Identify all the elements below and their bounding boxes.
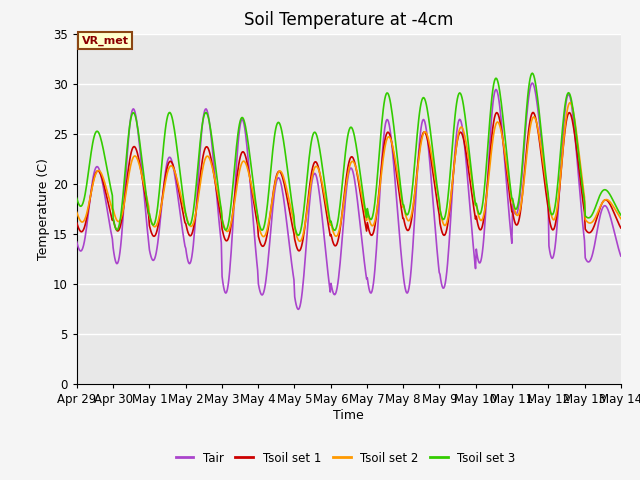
Legend: Tair, Tsoil set 1, Tsoil set 2, Tsoil set 3: Tair, Tsoil set 1, Tsoil set 2, Tsoil se… xyxy=(171,447,520,469)
Tsoil set 1 xyxy=(194,193,202,199)
Tsoil set 1 xyxy=(223,238,230,244)
Tair xyxy=(294,306,302,312)
Text: VR_met: VR_met xyxy=(81,36,129,46)
Tsoil set 2 xyxy=(73,209,81,215)
Tsoil set 2 xyxy=(194,198,202,204)
Tsoil set 2 xyxy=(431,177,439,182)
Line: Tair: Tair xyxy=(77,83,621,309)
Tsoil set 2 xyxy=(139,176,147,181)
Tsoil set 2 xyxy=(566,100,574,106)
Line: Tsoil set 1: Tsoil set 1 xyxy=(77,112,621,251)
Tsoil set 3 xyxy=(73,195,81,201)
Tsoil set 3 xyxy=(223,227,230,232)
Tsoil set 3 xyxy=(431,170,439,176)
Tsoil set 2 xyxy=(296,239,304,244)
Tsoil set 2 xyxy=(83,211,90,216)
Tsoil set 1 xyxy=(296,248,303,254)
Tair xyxy=(223,289,230,295)
Tsoil set 3 xyxy=(416,110,424,116)
Tsoil set 1 xyxy=(73,220,81,226)
Tsoil set 3 xyxy=(617,212,625,218)
Tair xyxy=(529,80,536,86)
Tair xyxy=(431,228,439,234)
Tair xyxy=(416,139,424,145)
Tsoil set 3 xyxy=(294,232,302,238)
Y-axis label: Temperature (C): Temperature (C) xyxy=(37,158,50,260)
Tair xyxy=(139,176,147,182)
Tair xyxy=(73,239,81,245)
Tair xyxy=(194,181,202,187)
Tsoil set 1 xyxy=(139,177,147,183)
Tsoil set 1 xyxy=(617,225,625,231)
Tsoil set 3 xyxy=(139,163,147,168)
Tair xyxy=(617,253,625,259)
Tsoil set 3 xyxy=(529,70,536,76)
Tsoil set 2 xyxy=(416,150,424,156)
X-axis label: Time: Time xyxy=(333,409,364,422)
Tsoil set 1 xyxy=(529,109,537,115)
Tsoil set 1 xyxy=(431,187,439,193)
Line: Tsoil set 2: Tsoil set 2 xyxy=(77,103,621,241)
Line: Tsoil set 3: Tsoil set 3 xyxy=(77,73,621,235)
Tsoil set 2 xyxy=(617,216,625,221)
Tsoil set 3 xyxy=(83,182,90,188)
Tsoil set 1 xyxy=(416,147,424,153)
Title: Soil Temperature at -4cm: Soil Temperature at -4cm xyxy=(244,11,454,29)
Tsoil set 3 xyxy=(194,164,202,170)
Tsoil set 1 xyxy=(83,216,90,221)
Tair xyxy=(83,224,90,230)
Tsoil set 2 xyxy=(223,228,230,234)
